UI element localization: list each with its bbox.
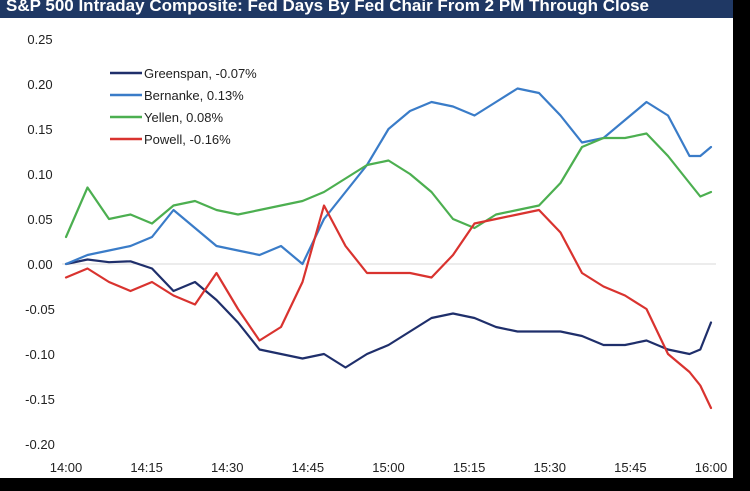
legend-label: Powell, -0.16% xyxy=(144,132,231,147)
x-tick-label: 14:00 xyxy=(50,460,83,475)
x-axis-tick-labels: 14:00 14:15 14:30 14:45 15:00 15:15 15:30 15:45… xyxy=(50,460,728,475)
y-tick-label: 0.25 xyxy=(27,32,52,47)
chart-panel: S&P 500 Intraday Composite: Fed Days By … xyxy=(0,0,733,478)
series-lines xyxy=(64,87,713,410)
series-line-3 xyxy=(64,132,713,239)
y-tick-label: -0.20 xyxy=(25,437,55,452)
series-line-4 xyxy=(64,204,713,410)
y-tick-label: -0.10 xyxy=(25,347,55,362)
x-tick-label: 15:45 xyxy=(614,460,647,475)
legend-label: Yellen, 0.08% xyxy=(144,110,223,125)
y-tick-label: 0.10 xyxy=(27,167,52,182)
y-tick-label: 0.20 xyxy=(27,77,52,92)
chart-title: S&P 500 Intraday Composite: Fed Days By … xyxy=(6,0,649,15)
legend: Greenspan, -0.07% Bernanke, 0.13% Yellen, … xyxy=(110,66,257,147)
y-tick-label: -0.15 xyxy=(25,392,55,407)
x-tick-label: 15:30 xyxy=(533,460,566,475)
x-tick-label: 15:00 xyxy=(372,460,405,475)
y-tick-label: 0.00 xyxy=(27,257,52,272)
title-bar: S&P 500 Intraday Composite: Fed Days By … xyxy=(0,0,733,18)
y-axis-tick-labels: 0.25 0.20 0.15 0.10 0.05 0.00 -0.05 -0.10 -0.15 -… xyxy=(25,32,55,452)
x-tick-label: 14:30 xyxy=(211,460,244,475)
y-tick-label: 0.05 xyxy=(27,212,52,227)
x-tick-label: 15:15 xyxy=(453,460,486,475)
legend-label: Bernanke, 0.13% xyxy=(144,88,244,103)
x-tick-label: 14:45 xyxy=(292,460,325,475)
y-tick-label: -0.05 xyxy=(25,302,55,317)
x-tick-label: 16:00 xyxy=(695,460,728,475)
x-tick-label: 14:15 xyxy=(130,460,163,475)
line-chart: 0.25 0.20 0.15 0.10 0.05 0.00 -0.05 -0.10 -0.15 -… xyxy=(25,32,728,475)
series-line-1 xyxy=(64,258,713,369)
legend-label: Greenspan, -0.07% xyxy=(144,66,257,81)
y-tick-label: 0.15 xyxy=(27,122,52,137)
series-line-2 xyxy=(64,87,713,266)
